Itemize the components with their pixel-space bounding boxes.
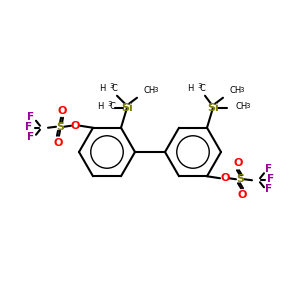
Text: F: F xyxy=(267,174,274,184)
Text: F: F xyxy=(266,164,273,174)
Text: H: H xyxy=(100,84,106,93)
Text: C: C xyxy=(112,84,118,93)
Text: C: C xyxy=(110,102,116,111)
Text: F: F xyxy=(26,122,33,132)
Text: 3: 3 xyxy=(109,83,113,89)
Text: Si: Si xyxy=(121,103,133,113)
Text: S: S xyxy=(56,122,64,132)
Text: C: C xyxy=(200,84,206,93)
Text: F: F xyxy=(27,112,34,122)
Text: 3: 3 xyxy=(153,87,158,93)
Text: O: O xyxy=(220,173,230,183)
Text: H: H xyxy=(98,102,104,111)
Text: F: F xyxy=(266,184,273,194)
Text: 3: 3 xyxy=(197,83,202,89)
Text: CH: CH xyxy=(143,86,155,95)
Text: CH: CH xyxy=(235,102,247,111)
Text: 3: 3 xyxy=(239,87,244,93)
Text: Si: Si xyxy=(207,103,219,113)
Text: O: O xyxy=(233,158,243,168)
Text: 3: 3 xyxy=(245,103,250,109)
Text: O: O xyxy=(237,190,247,200)
Text: CH: CH xyxy=(229,86,241,95)
Text: O: O xyxy=(57,106,67,116)
Text: 3: 3 xyxy=(107,101,112,107)
Text: H: H xyxy=(188,84,194,93)
Text: F: F xyxy=(27,132,34,142)
Text: O: O xyxy=(70,121,80,131)
Text: S: S xyxy=(236,174,244,184)
Text: O: O xyxy=(53,138,63,148)
